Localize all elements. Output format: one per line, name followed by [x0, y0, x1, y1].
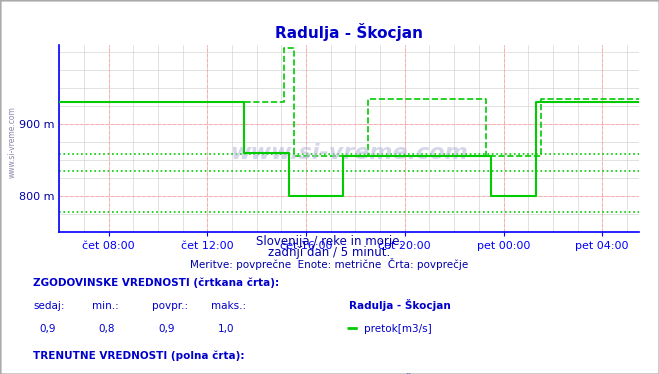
- Text: www.si-vreme.com: www.si-vreme.com: [8, 106, 17, 178]
- Title: Radulja - Škocjan: Radulja - Škocjan: [275, 23, 423, 41]
- Text: 1,0: 1,0: [217, 325, 234, 334]
- Text: maks.:: maks.:: [211, 301, 246, 311]
- Text: zadnji dan / 5 minut.: zadnji dan / 5 minut.: [268, 246, 391, 259]
- Text: Meritve: povprečne  Enote: metrične  Črta: povprečje: Meritve: povprečne Enote: metrične Črta:…: [190, 258, 469, 270]
- Text: 0,9: 0,9: [40, 325, 56, 334]
- Text: ZGODOVINSKE VREDNOSTI (črtkana črta):: ZGODOVINSKE VREDNOSTI (črtkana črta):: [33, 278, 279, 288]
- Text: Radulja - Škocjan: Radulja - Škocjan: [349, 299, 451, 311]
- Text: Radulja - Škocjan: Radulja - Škocjan: [349, 373, 451, 374]
- Text: 0,8: 0,8: [99, 325, 115, 334]
- Text: povpr.:: povpr.:: [152, 301, 188, 311]
- Text: Slovenija / reke in morje.: Slovenija / reke in morje.: [256, 235, 403, 248]
- Text: 0,9: 0,9: [158, 325, 175, 334]
- Text: sedaj:: sedaj:: [33, 301, 65, 311]
- Text: www.si-vreme.com: www.si-vreme.com: [231, 143, 468, 163]
- Text: TRENUTNE VREDNOSTI (polna črta):: TRENUTNE VREDNOSTI (polna črta):: [33, 351, 244, 361]
- Text: pretok[m3/s]: pretok[m3/s]: [364, 325, 432, 334]
- Text: min.:: min.:: [92, 301, 119, 311]
